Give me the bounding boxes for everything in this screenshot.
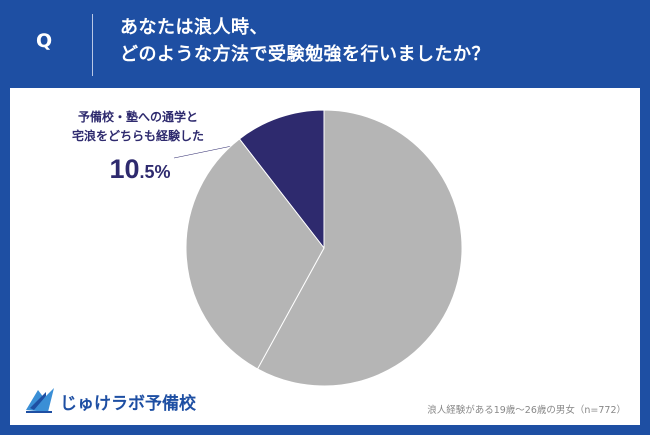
callout-value-decimal: .5% [139, 162, 171, 182]
chart-panel: 予備校・塾への通学と 宅浪をどちらも経験した 10.5% じゅけラボ予備校 浪人… [10, 88, 640, 425]
question-text: あなたは浪人時、 どのような方法で受験勉強を行いましたか？ [120, 14, 490, 68]
pie-slice-2 [256, 109, 463, 387]
question-line-1: あなたは浪人時、 [120, 17, 268, 38]
header-divider [92, 14, 93, 76]
callout-value: 10.5% [80, 154, 200, 185]
callout-label-line-2: 宅浪をどちらも経験した [71, 129, 204, 143]
logo-text: じゅけラボ予備校 [60, 394, 196, 414]
callout-value-integer: 10 [109, 154, 140, 184]
sample-footnote: 浪人経験がある19歳～26歳の男女（n=772） [427, 405, 626, 416]
question-line-2: どのような方法で受験勉強を行いましたか？ [120, 44, 490, 65]
callout-label-line-1: 予備校・塾への通学と [77, 110, 198, 124]
pie-slice-3 [185, 138, 325, 370]
callout-label: 予備校・塾への通学と 宅浪をどちらも経験した [48, 108, 228, 146]
pie-chart [173, 109, 463, 387]
logo-mark-icon [26, 388, 54, 413]
callout-leader-line [173, 145, 233, 159]
pie-slice-highlighted [238, 109, 325, 250]
question-marker: Q [36, 30, 53, 52]
header: Q あなたは浪人時、 どのような方法で受験勉強を行いましたか？ [0, 0, 650, 88]
